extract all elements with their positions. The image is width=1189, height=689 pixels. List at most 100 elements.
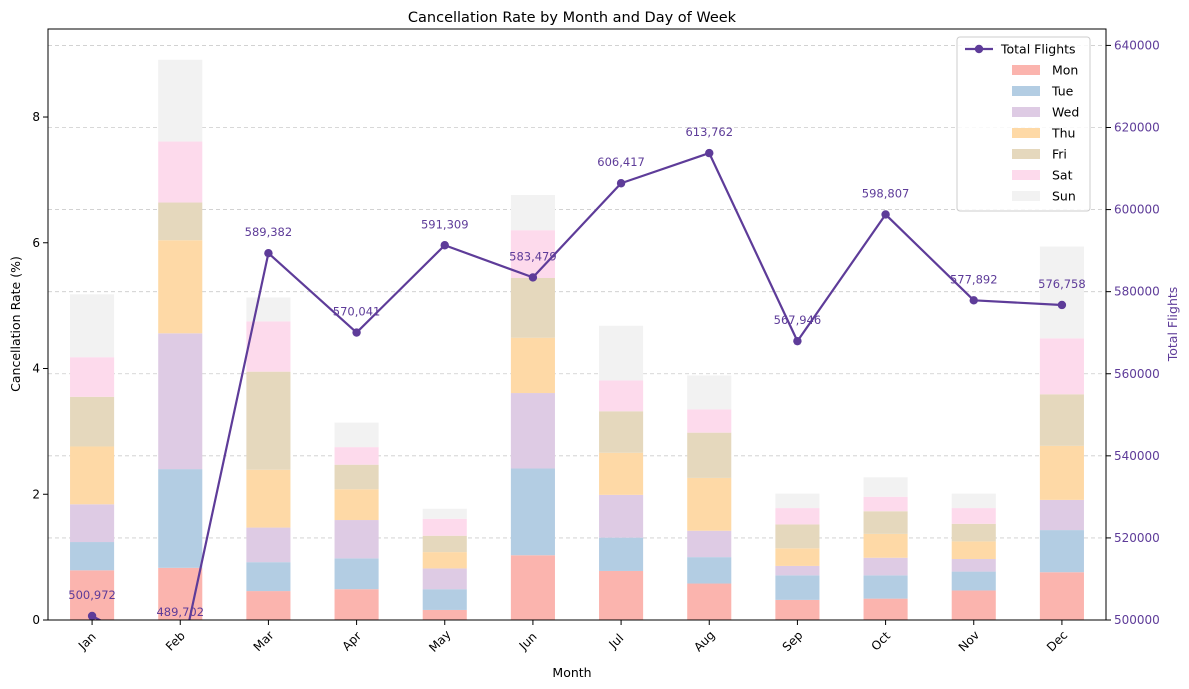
bar-thu-jul — [599, 452, 644, 495]
y2-tick-label: 500000 — [1114, 613, 1160, 627]
bar-sat-nov — [951, 508, 996, 524]
bar-sun-nov — [951, 493, 996, 509]
bar-wed-mar — [246, 527, 291, 563]
bar-mon-aug — [687, 583, 732, 620]
x-axis: Jan Feb Mar Apr May Jun Jul Aug Sep Oct Nov Dec — [75, 620, 1070, 655]
bar-mon-jan — [70, 570, 115, 620]
bar-thu-jan — [70, 446, 115, 505]
left-axis: 0 2 4 6 8 — [32, 110, 48, 627]
bar-sat-may — [422, 518, 467, 536]
bar-sat-oct — [863, 496, 908, 512]
legend-swatch-wed — [1012, 107, 1040, 117]
bar-wed-oct — [863, 557, 908, 576]
data-label-feb: 489,702 — [156, 605, 204, 619]
bar-tue-jul — [599, 537, 644, 571]
grid-lines — [48, 45, 1106, 621]
bar-tue-may — [422, 589, 467, 610]
bar-sun-sep — [775, 493, 820, 509]
legend-swatch-sat — [1012, 170, 1040, 180]
bar-fri-aug — [687, 432, 732, 478]
bar-mon-nov — [951, 590, 996, 620]
legend-label-mon: Mon — [1052, 63, 1078, 78]
chart-title: Cancellation Rate by Month and Day of We… — [408, 10, 737, 26]
x-tick-label-feb: Feb — [163, 629, 188, 654]
legend-label-sun: Sun — [1052, 189, 1076, 204]
bar-sat-jun — [510, 230, 555, 278]
right-axis: 500000 520000 540000 560000 580000 600000 6200… — [1106, 38, 1160, 627]
total-flights-point-sep — [793, 336, 802, 346]
bar-sat-sep — [775, 508, 820, 525]
bar-fri-jul — [599, 411, 644, 453]
total-flights-point-nov — [969, 296, 978, 305]
bar-thu-may — [422, 552, 467, 569]
bar-mon-jun — [510, 555, 555, 620]
bar-mon-dec — [1039, 572, 1084, 620]
data-label-may: 591,309 — [421, 217, 469, 231]
data-label-sep: 567,946 — [774, 313, 822, 327]
data-label-oct: 598,807 — [862, 186, 910, 200]
total-flights-point-jan — [87, 611, 97, 620]
data-labels: 500,972 489,702 589,382 570,041 591,309 583,4… — [68, 125, 1085, 619]
bar-wed-jun — [510, 393, 555, 469]
bar-sat-jul — [599, 380, 644, 412]
bar-fri-nov — [951, 523, 996, 542]
bar-sun-mar — [246, 297, 291, 322]
bar-wed-apr — [334, 520, 379, 559]
bar-sun-feb — [158, 59, 203, 142]
legend-swatch-mon — [1012, 65, 1040, 75]
total-flights-point-apr — [352, 328, 361, 337]
data-label-jul: 606,417 — [597, 155, 645, 169]
y2-tick-label: 560000 — [1114, 367, 1160, 381]
bar-fri-dec — [1039, 394, 1084, 446]
bar-thu-mar — [246, 469, 291, 528]
bar-tue-jan — [70, 542, 115, 571]
bar-sun-jul — [599, 325, 644, 381]
legend-label-wed: Wed — [1052, 105, 1079, 120]
legend-label-sat: Sat — [1052, 168, 1073, 183]
bar-wed-jul — [599, 494, 644, 538]
y-tick-label: 8 — [32, 110, 40, 124]
bar-fri-sep — [775, 524, 820, 549]
bar-thu-feb — [158, 240, 203, 334]
bar-fri-mar — [246, 371, 291, 470]
y-tick-label: 2 — [32, 487, 40, 501]
bar-sun-oct — [863, 477, 908, 497]
y-tick-label: 4 — [32, 362, 40, 376]
legend-swatch-fri — [1012, 149, 1040, 159]
total-flights-point-dec — [1057, 300, 1067, 310]
bar-tue-dec — [1039, 530, 1084, 573]
legend-swatch-sun — [1012, 191, 1040, 201]
bar-mon-may — [422, 609, 467, 620]
data-label-jan: 500,972 — [68, 588, 116, 602]
x-tick-label-mar: Mar — [251, 628, 277, 654]
bar-sun-dec — [1039, 246, 1084, 339]
total-flights-point-aug — [705, 148, 714, 158]
bar-fri-feb — [158, 202, 203, 241]
total-flights-point-feb — [176, 658, 184, 666]
x-tick-label-oct: Oct — [868, 629, 893, 654]
total-flights-point-jul — [616, 179, 626, 188]
bar-sat-apr — [334, 447, 379, 465]
x-tick-label-may: May — [426, 627, 453, 654]
bar-mon-apr — [334, 589, 379, 620]
data-label-mar: 589,382 — [245, 225, 293, 239]
bar-thu-sep — [775, 548, 820, 566]
bar-fri-apr — [334, 464, 379, 490]
bar-sun-may — [422, 508, 467, 519]
bar-sun-aug — [687, 375, 732, 410]
total-flights-point-mar — [264, 248, 273, 258]
bar-thu-nov — [951, 541, 996, 560]
bar-sun-apr — [334, 422, 379, 448]
legend-label-tue: Tue — [1051, 84, 1074, 99]
bar-wed-dec — [1039, 499, 1084, 531]
data-label-jun: 583,479 — [509, 249, 557, 263]
legend-swatch-tue — [1012, 86, 1040, 96]
bar-tue-oct — [863, 575, 908, 599]
total-flights-point-jun — [528, 273, 538, 282]
bar-thu-dec — [1039, 445, 1084, 500]
y-tick-label: 0 — [32, 613, 40, 627]
y2-tick-label: 540000 — [1114, 449, 1160, 463]
x-tick-label-jun: Jun — [516, 630, 540, 654]
bar-mon-sep — [775, 599, 820, 620]
